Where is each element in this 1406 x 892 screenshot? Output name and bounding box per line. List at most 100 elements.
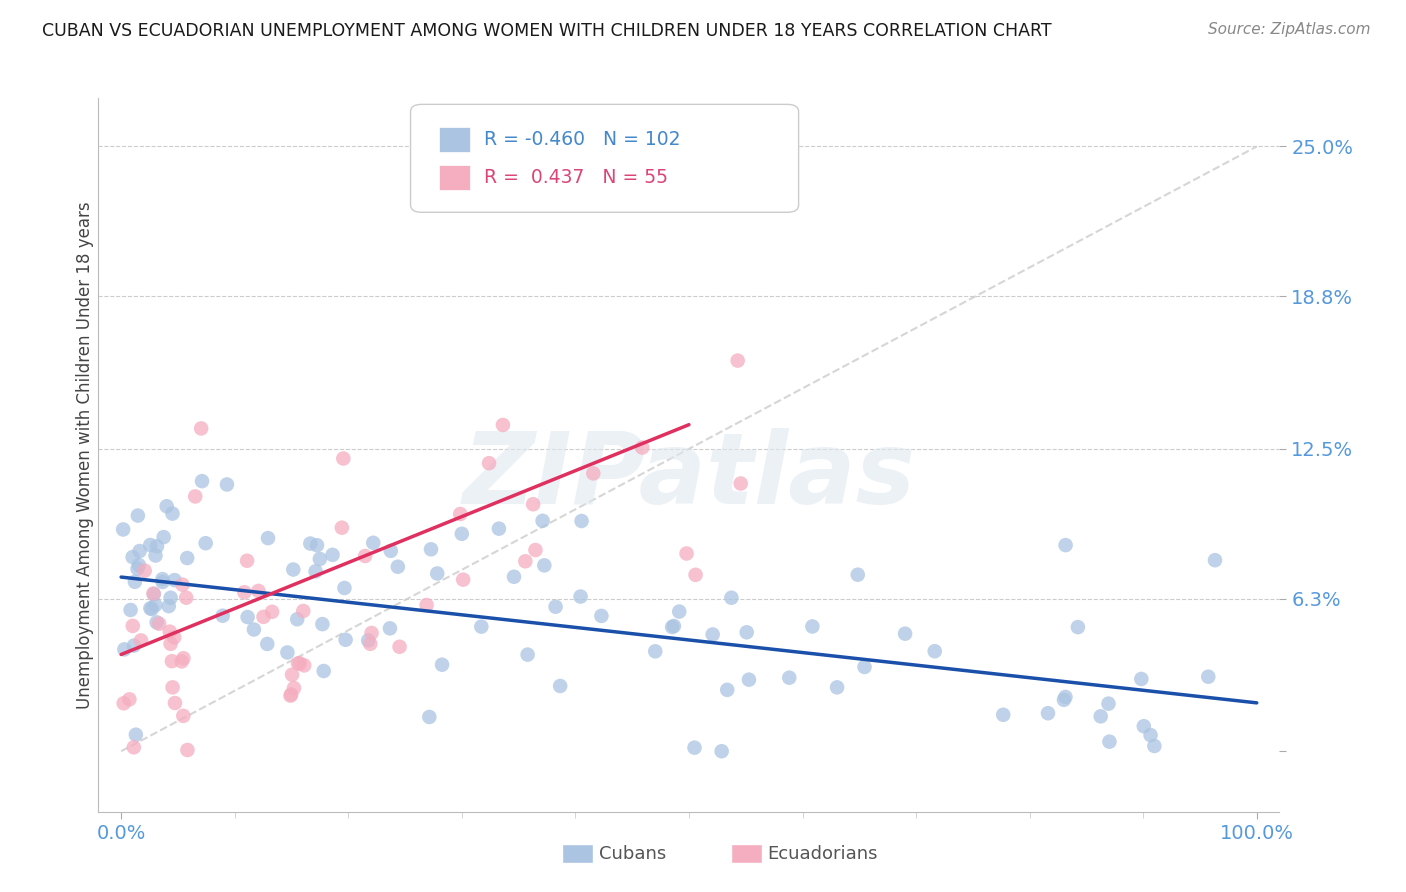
Point xyxy=(162,681,184,695)
Text: Cubans: Cubans xyxy=(599,845,666,863)
Point xyxy=(825,681,848,695)
Point xyxy=(359,637,381,651)
Point xyxy=(846,567,869,582)
Point xyxy=(292,604,315,618)
Point xyxy=(544,599,567,614)
Point xyxy=(661,620,683,634)
Point xyxy=(735,625,758,640)
Point xyxy=(357,633,380,648)
Point xyxy=(142,587,165,601)
Point xyxy=(515,554,537,568)
Point xyxy=(720,591,742,605)
Point xyxy=(710,744,733,758)
Point xyxy=(1130,672,1153,686)
Point xyxy=(451,573,474,587)
Point xyxy=(276,645,298,659)
Point xyxy=(330,521,353,535)
Point xyxy=(924,644,946,658)
Text: Ecuadorians: Ecuadorians xyxy=(768,845,879,863)
Point xyxy=(156,500,179,514)
Point xyxy=(1036,706,1059,721)
Point xyxy=(163,696,186,710)
Point xyxy=(139,601,162,615)
Point xyxy=(335,632,357,647)
Point xyxy=(522,497,544,511)
Point xyxy=(801,619,824,633)
Point xyxy=(128,558,150,573)
Point xyxy=(152,530,174,544)
Point xyxy=(571,514,593,528)
Point xyxy=(139,538,162,552)
Point xyxy=(236,610,259,624)
Point xyxy=(172,651,194,665)
Point xyxy=(157,599,180,613)
Point xyxy=(305,538,328,552)
Point xyxy=(631,441,654,455)
Point xyxy=(191,474,214,488)
Point xyxy=(118,692,141,706)
Point xyxy=(159,624,181,639)
Point xyxy=(449,507,471,521)
Point xyxy=(332,451,354,466)
Point xyxy=(145,615,167,630)
Point xyxy=(322,548,344,562)
Point xyxy=(283,562,305,576)
Point xyxy=(1054,690,1077,704)
Point xyxy=(128,544,150,558)
Point xyxy=(668,605,690,619)
Point xyxy=(287,657,309,671)
Point xyxy=(280,687,302,701)
Point xyxy=(280,689,302,703)
Point xyxy=(360,626,382,640)
Text: R = -0.460   N = 102: R = -0.460 N = 102 xyxy=(484,129,681,149)
Point xyxy=(256,637,278,651)
Point xyxy=(1204,553,1226,567)
Point xyxy=(354,549,377,563)
Point xyxy=(685,567,707,582)
Point xyxy=(582,467,605,481)
Point xyxy=(211,608,233,623)
Point xyxy=(478,456,501,470)
Point xyxy=(299,536,322,550)
Point xyxy=(176,551,198,566)
Point xyxy=(311,617,333,632)
Point xyxy=(142,586,165,600)
Point xyxy=(257,531,280,545)
Point xyxy=(233,585,256,599)
Point xyxy=(730,476,752,491)
Point xyxy=(853,660,876,674)
Point xyxy=(172,709,194,723)
Point xyxy=(174,591,197,605)
Point xyxy=(125,728,148,742)
Point xyxy=(141,602,163,616)
Point xyxy=(378,621,401,635)
Point xyxy=(569,590,592,604)
Point xyxy=(388,640,411,654)
Point xyxy=(1139,728,1161,742)
Point xyxy=(143,598,166,612)
Point xyxy=(1098,734,1121,748)
Point xyxy=(172,577,194,591)
Point xyxy=(281,667,304,681)
Point xyxy=(112,642,135,657)
Point xyxy=(683,740,706,755)
Point xyxy=(190,421,212,435)
Point xyxy=(716,682,738,697)
Point xyxy=(112,696,135,710)
Point xyxy=(252,610,274,624)
Point xyxy=(524,543,547,558)
Point xyxy=(170,655,193,669)
Point xyxy=(662,619,685,633)
Point xyxy=(160,654,183,668)
Point xyxy=(184,490,207,504)
Point xyxy=(152,572,174,586)
Point xyxy=(1090,709,1112,723)
Point xyxy=(503,570,526,584)
Point xyxy=(122,740,145,755)
Point xyxy=(112,523,135,537)
Point xyxy=(548,679,571,693)
Point xyxy=(778,671,800,685)
Point xyxy=(162,507,184,521)
Point xyxy=(533,558,555,573)
Y-axis label: Unemployment Among Women with Children Under 18 years: Unemployment Among Women with Children U… xyxy=(76,201,94,709)
